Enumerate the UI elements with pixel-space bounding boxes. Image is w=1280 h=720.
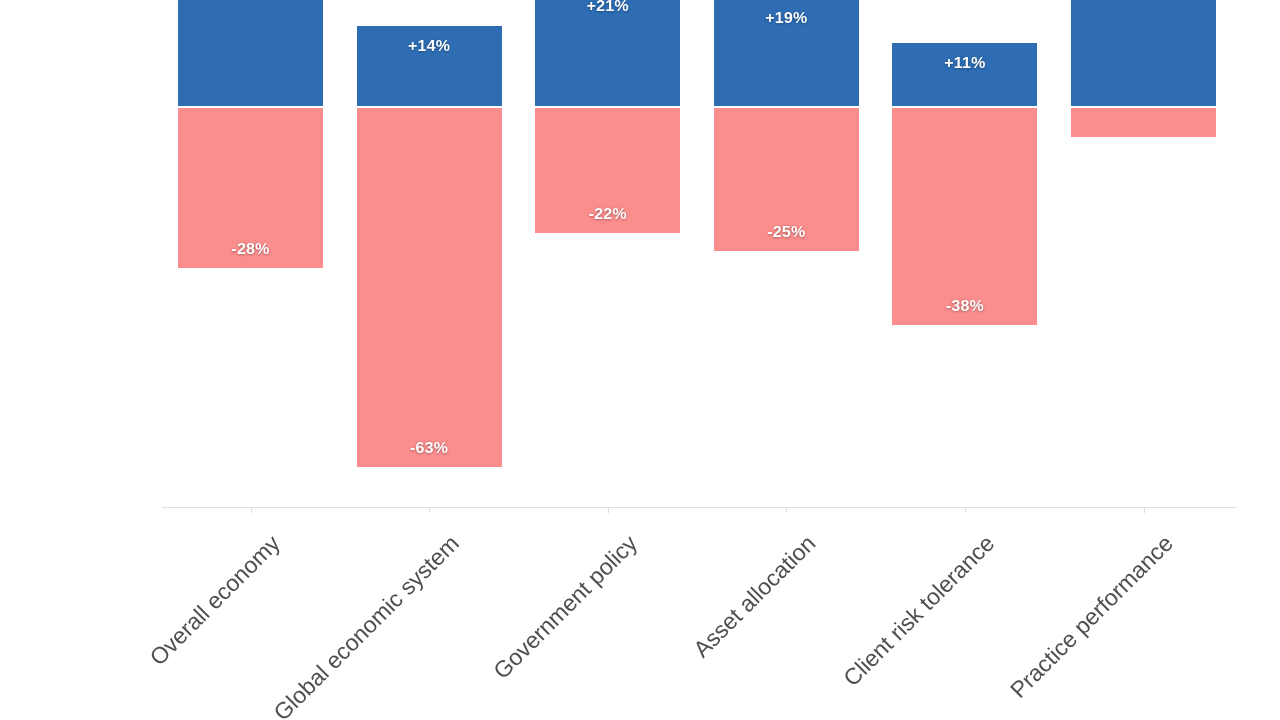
bar-negative[interactable] — [713, 108, 859, 251]
bar-positive[interactable] — [178, 0, 323, 106]
axis-tick — [429, 507, 431, 513]
bar-negative[interactable] — [1071, 108, 1216, 137]
value-label-positive: +19% — [765, 9, 808, 27]
axis-tick — [607, 507, 609, 513]
value-label-positive: +11% — [944, 55, 986, 73]
axis-tick — [786, 507, 788, 513]
bar-positive[interactable] — [535, 0, 681, 106]
value-label-positive: +14% — [408, 38, 451, 56]
value-label-negative: -22% — [588, 206, 627, 224]
category-label: Asset allocation — [688, 530, 821, 663]
axis-tick — [964, 507, 966, 513]
value-label-negative: -63% — [410, 440, 449, 458]
bar-negative[interactable] — [356, 108, 502, 468]
category-label: Practice performance — [1004, 530, 1178, 703]
category-label: Global economic system — [267, 530, 464, 720]
value-label-negative: -28% — [231, 240, 270, 258]
bar-positive[interactable] — [1071, 0, 1216, 106]
category-label: Client risk tolerance — [838, 530, 1000, 692]
category-label: Overall economy — [144, 530, 285, 671]
value-label-positive: +21% — [586, 0, 629, 16]
axis-tick — [1143, 507, 1145, 513]
x-axis-line — [162, 507, 1237, 508]
bar-negative[interactable] — [892, 108, 1038, 325]
bar-positive[interactable] — [356, 26, 502, 106]
bar-negative[interactable] — [535, 108, 681, 234]
value-label-negative: -38% — [945, 297, 984, 315]
axis-tick — [250, 507, 252, 513]
bar-positive[interactable] — [892, 43, 1038, 106]
value-label-negative: -25% — [767, 223, 806, 241]
bar-negative[interactable] — [178, 108, 323, 268]
bar-positive[interactable] — [713, 0, 859, 106]
category-label: Government policy — [488, 530, 643, 684]
